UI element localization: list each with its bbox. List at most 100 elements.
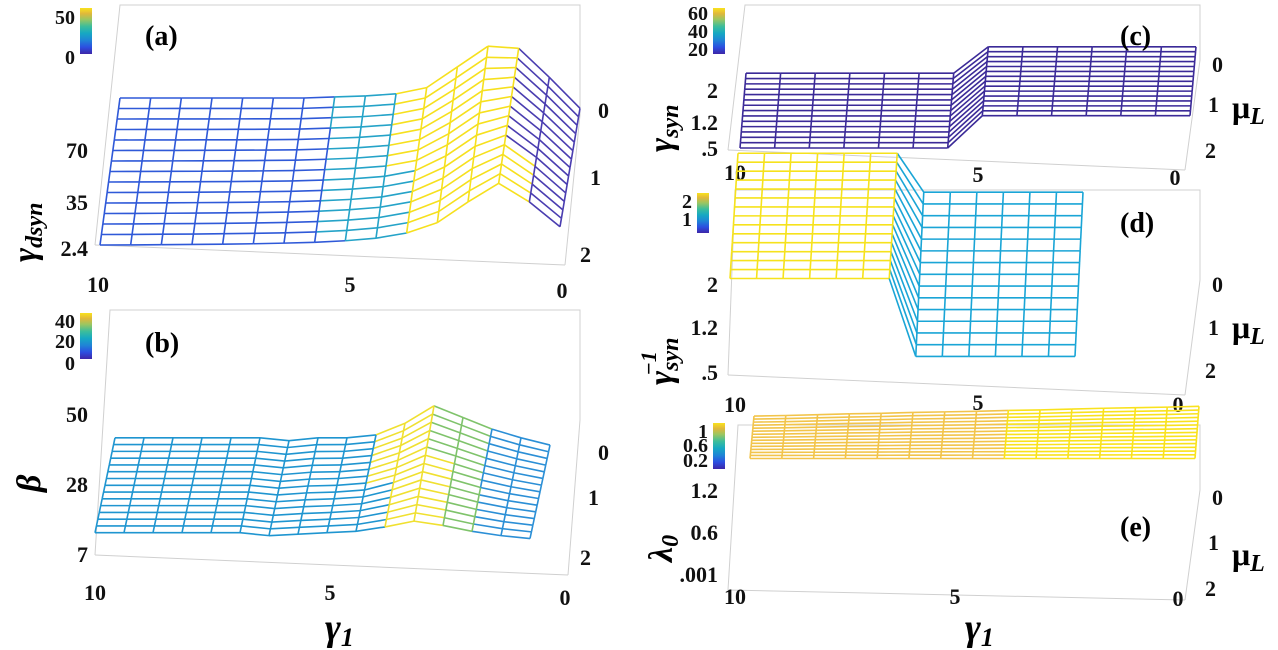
panel-c-depth-label: μL <box>1232 89 1265 130</box>
surface-mesh-line <box>517 451 548 460</box>
surface-mesh-line <box>485 66 516 70</box>
surface-mesh-line <box>528 192 532 203</box>
panel-b-depth-tick: 1 <box>588 485 599 510</box>
surface-mesh-line <box>331 498 335 506</box>
surface-mesh-line <box>176 118 180 130</box>
surface-mesh-line <box>399 437 403 446</box>
surface-mesh-line <box>309 477 339 480</box>
surface-mesh-line <box>511 95 543 123</box>
surface-mesh-line <box>355 165 387 170</box>
surface-mesh-line <box>763 153 766 163</box>
surface-mesh-line <box>430 413 434 423</box>
surface-mesh-line <box>307 478 311 487</box>
surface-mesh-line <box>812 215 815 225</box>
surface-mesh-line <box>194 464 198 472</box>
surface-mesh-line <box>994 344 997 357</box>
surface-mesh-line <box>298 118 302 130</box>
surface-mesh-line <box>572 142 576 151</box>
surface-mesh-line <box>375 232 407 239</box>
surface-mesh-line <box>543 112 575 143</box>
surface-mesh-line <box>941 344 944 357</box>
surface-mesh-line <box>367 466 397 477</box>
panel-b-colorbar-tick: 0 <box>65 353 75 375</box>
surface-mesh-line <box>107 171 111 183</box>
surface-mesh-line <box>951 70 987 101</box>
surface-mesh-line <box>422 470 452 480</box>
surface-mesh-line <box>756 251 760 261</box>
surface-mesh-line <box>948 95 985 128</box>
panel-e-z-tick: 1.2 <box>691 478 719 503</box>
surface-mesh-line <box>1051 274 1054 287</box>
surface-mesh-line <box>318 208 350 212</box>
surface-mesh-line <box>179 97 183 109</box>
surface-mesh-line <box>281 467 285 475</box>
surface-mesh-line <box>169 171 173 182</box>
surface-mesh-line <box>809 260 812 270</box>
surface-mesh-line <box>360 496 364 504</box>
surface-mesh-line <box>139 160 143 172</box>
surface-mesh-line <box>268 528 272 536</box>
panel-d-colorbar-tick: 2 <box>682 191 692 213</box>
surface-mesh-line <box>811 233 814 243</box>
surface-mesh-line <box>920 227 923 240</box>
surface-mesh-line <box>896 152 925 193</box>
surface-mesh-line <box>278 485 309 489</box>
surface-mesh-line <box>191 233 195 245</box>
surface-mesh-line <box>1080 215 1083 228</box>
surface-mesh-line <box>269 108 273 119</box>
surface-mesh-line <box>126 512 130 520</box>
surface-mesh-line <box>472 146 476 158</box>
surface-mesh-line <box>467 190 471 203</box>
surface-mesh-line <box>470 163 502 181</box>
surface-mesh-line <box>166 457 170 466</box>
panel-e-label: (e) <box>1120 512 1151 543</box>
panel-c-colorbar-tick: 40 <box>688 21 708 43</box>
surface-mesh-line <box>471 523 475 532</box>
surface-mesh-line <box>372 441 376 449</box>
surface-mesh-line <box>138 171 142 183</box>
surface-mesh-line <box>131 223 135 235</box>
surface-mesh-line <box>363 95 367 107</box>
surface-mesh-line <box>509 492 539 500</box>
surface-mesh-line <box>1038 422 1071 425</box>
surface-mesh-line <box>879 424 912 427</box>
surface-mesh-line <box>481 79 485 91</box>
surface-mesh-line <box>164 202 168 214</box>
surface-mesh-line <box>433 405 464 419</box>
surface-mesh-line <box>334 485 338 493</box>
surface-mesh-line <box>894 179 923 228</box>
panel-d-z-tick: 1.2 <box>691 315 719 340</box>
surface-mesh-line <box>443 155 447 168</box>
surface-mesh-line <box>1022 321 1025 334</box>
surface-mesh-line <box>471 157 475 169</box>
surface-mesh-line <box>338 475 368 480</box>
surface-mesh-line <box>1135 409 1167 413</box>
surface-mesh-line <box>484 458 488 466</box>
panel-a-x-tick: 0 <box>557 278 568 303</box>
surface-mesh-line <box>302 499 306 507</box>
surface-mesh-line <box>912 414 945 417</box>
surface-mesh-line <box>1166 416 1199 419</box>
surface-mesh-line <box>142 139 146 151</box>
surface-mesh-line <box>299 525 329 529</box>
surface-mesh-line <box>917 286 920 298</box>
surface-mesh-line <box>333 491 337 500</box>
surface-mesh-line <box>414 155 447 172</box>
surface-mesh-line <box>442 156 475 179</box>
surface-mesh-line <box>537 139 541 149</box>
surface-mesh-line <box>785 413 818 417</box>
surface-mesh-line <box>785 215 788 225</box>
surface-mesh-line <box>415 512 445 519</box>
panel-a: 50 0 (a) γdsyn 70 35 2.4 10 5 0 0 1 2 <box>7 4 609 303</box>
surface-mesh-line <box>331 115 363 119</box>
surface-mesh-line <box>169 444 173 452</box>
surface-mesh-line <box>277 492 307 496</box>
surface-mesh-line <box>102 213 106 225</box>
surface-mesh-line <box>500 154 504 165</box>
panel-c-ylabel: γsyn <box>643 105 684 153</box>
surface-mesh-line <box>401 421 432 439</box>
surface-mesh-line <box>895 153 899 163</box>
surface-mesh-line <box>455 455 486 467</box>
panel-b-x-tick: 5 <box>325 580 336 605</box>
surface-mesh-line <box>416 144 448 162</box>
